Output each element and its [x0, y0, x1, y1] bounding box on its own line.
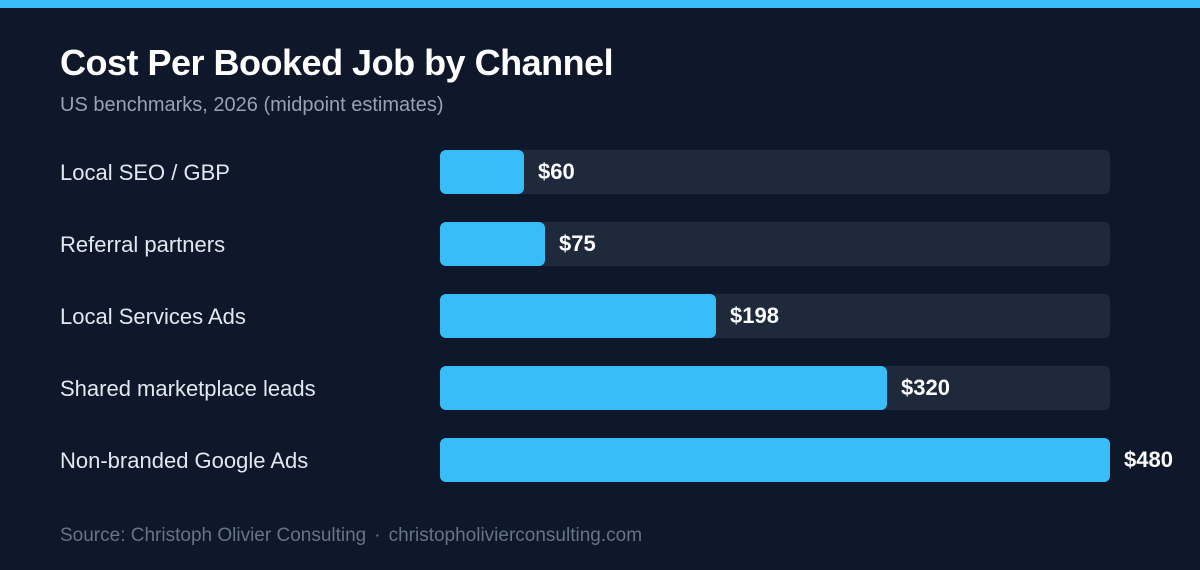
value-label: $480 [1124, 447, 1173, 472]
bar-row: Shared marketplace leads $320 [0, 366, 1200, 412]
bar [440, 366, 887, 410]
source-text: Source: Christoph Olivier Consulting [60, 525, 367, 546]
bar [440, 438, 1110, 482]
bar-row: Local SEO / GBP $60 [0, 150, 1200, 196]
footer-separator: · [374, 525, 381, 546]
value-label: $60 [538, 159, 575, 184]
bar-row: Referral partners $75 [0, 222, 1200, 268]
bar-track [440, 222, 1110, 266]
bar [440, 222, 545, 266]
chart-subtitle: US benchmarks, 2026 (midpoint estimates) [60, 94, 444, 116]
source-link[interactable]: christopholivierconsulting.com [388, 525, 643, 546]
value-label: $198 [730, 303, 779, 328]
category-label: Local SEO / GBP [60, 160, 230, 185]
category-label: Local Services Ads [60, 304, 246, 329]
chart-title: Cost Per Booked Job by Channel [60, 42, 614, 83]
category-label: Shared marketplace leads [60, 376, 316, 401]
category-label: Referral partners [60, 232, 226, 257]
top-accent-bar [0, 0, 1200, 8]
footer-source: Source: Christoph Olivier Consulting · chr… [60, 525, 642, 547]
bar-row: Non-branded Google Ads $480 [0, 438, 1200, 484]
bar-row: Local Services Ads $198 [0, 294, 1200, 340]
bar [440, 150, 524, 194]
category-label: Non-branded Google Ads [60, 448, 309, 473]
value-label: $320 [901, 375, 950, 400]
bar [440, 294, 716, 338]
bar-track [440, 150, 1110, 194]
value-label: $75 [559, 231, 596, 256]
